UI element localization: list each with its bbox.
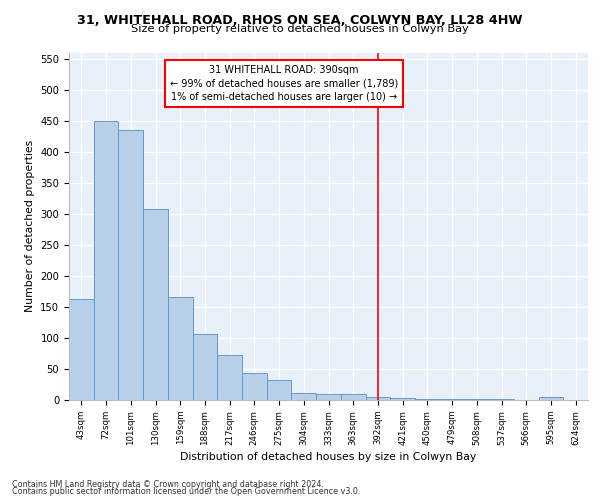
Text: Contains public sector information licensed under the Open Government Licence v3: Contains public sector information licen…	[12, 487, 361, 496]
Bar	[390, 398, 415, 400]
Bar	[242, 372, 267, 400]
Bar	[118, 130, 143, 400]
Bar	[316, 394, 341, 400]
Bar	[292, 393, 316, 400]
Bar	[94, 121, 118, 400]
Text: Size of property relative to detached houses in Colwyn Bay: Size of property relative to detached ho…	[131, 24, 469, 34]
Bar	[69, 299, 94, 400]
Text: 31 WHITEHALL ROAD: 390sqm
← 99% of detached houses are smaller (1,789)
1% of sem: 31 WHITEHALL ROAD: 390sqm ← 99% of detac…	[170, 66, 398, 102]
Text: 31, WHITEHALL ROAD, RHOS ON SEA, COLWYN BAY, LL28 4HW: 31, WHITEHALL ROAD, RHOS ON SEA, COLWYN …	[77, 14, 523, 27]
X-axis label: Distribution of detached houses by size in Colwyn Bay: Distribution of detached houses by size …	[181, 452, 476, 462]
Bar	[217, 354, 242, 400]
Bar	[267, 380, 292, 400]
Bar	[168, 297, 193, 400]
Bar	[365, 397, 390, 400]
Text: Contains HM Land Registry data © Crown copyright and database right 2024.: Contains HM Land Registry data © Crown c…	[12, 480, 324, 489]
Bar	[143, 210, 168, 400]
Bar	[341, 394, 365, 400]
Bar	[539, 397, 563, 400]
Bar	[193, 334, 217, 400]
Bar	[415, 399, 440, 400]
Y-axis label: Number of detached properties: Number of detached properties	[25, 140, 35, 312]
